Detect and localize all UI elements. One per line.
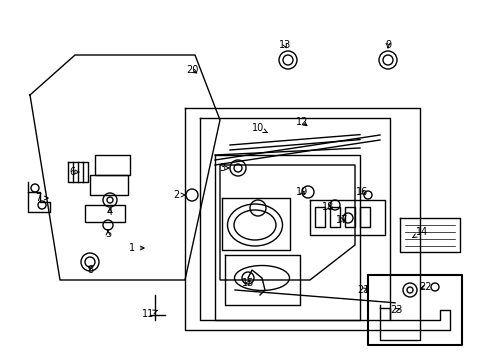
- Text: 18: 18: [321, 202, 333, 212]
- Text: 15: 15: [242, 278, 254, 288]
- Text: 10: 10: [251, 123, 266, 133]
- Text: 3: 3: [219, 163, 228, 173]
- Text: 2: 2: [173, 190, 184, 200]
- Text: 6: 6: [69, 167, 79, 177]
- Bar: [359, 207, 369, 227]
- Text: 22: 22: [418, 282, 430, 292]
- Text: 5: 5: [104, 229, 111, 239]
- Text: 11: 11: [142, 309, 157, 319]
- Text: 14: 14: [412, 227, 427, 238]
- Text: 20: 20: [185, 65, 198, 75]
- Text: 7: 7: [35, 193, 48, 203]
- Text: 12: 12: [295, 117, 307, 127]
- Text: 21: 21: [356, 285, 368, 295]
- Text: 9: 9: [384, 40, 390, 50]
- Text: 19: 19: [295, 187, 307, 197]
- Text: 4: 4: [107, 207, 113, 217]
- Text: 1: 1: [129, 243, 144, 253]
- Text: 13: 13: [278, 40, 290, 50]
- Text: 8: 8: [87, 265, 93, 275]
- Text: 17: 17: [335, 215, 347, 225]
- Bar: [345, 207, 354, 227]
- Bar: [329, 207, 339, 227]
- Bar: [314, 207, 325, 227]
- Text: 16: 16: [355, 187, 367, 197]
- Text: 23: 23: [389, 305, 401, 315]
